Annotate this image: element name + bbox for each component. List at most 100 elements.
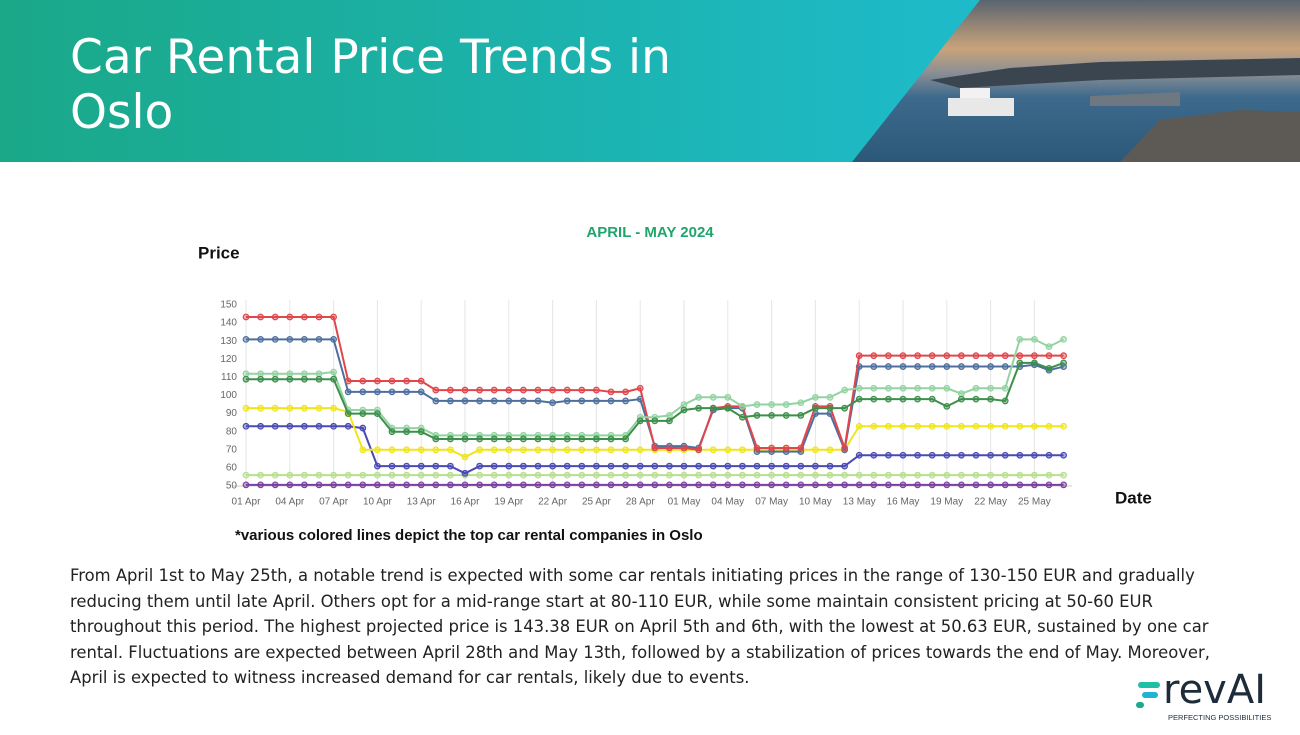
x-tick-label: 13 May bbox=[843, 497, 876, 508]
data-point bbox=[724, 446, 732, 454]
data-point bbox=[388, 462, 396, 470]
data-point bbox=[841, 386, 848, 394]
data-point bbox=[534, 435, 542, 443]
data-point bbox=[476, 435, 484, 443]
title: Car Rental Price Trends in Oslo bbox=[70, 30, 671, 140]
data-point bbox=[987, 471, 994, 479]
data-point bbox=[315, 335, 323, 343]
data-point bbox=[972, 352, 980, 360]
data-point bbox=[695, 393, 702, 401]
data-point bbox=[374, 410, 381, 418]
data-point bbox=[520, 462, 527, 470]
data-point bbox=[870, 451, 878, 459]
data-point bbox=[724, 462, 732, 470]
data-point bbox=[578, 471, 586, 479]
data-point bbox=[768, 481, 775, 489]
data-point bbox=[520, 397, 527, 405]
data-point bbox=[636, 417, 644, 425]
data-point bbox=[271, 404, 279, 412]
data-point bbox=[330, 368, 338, 376]
data-point bbox=[257, 471, 265, 479]
data-point bbox=[315, 422, 323, 430]
data-point bbox=[403, 388, 411, 396]
data-point bbox=[593, 386, 600, 394]
data-point bbox=[520, 446, 527, 454]
ship-top bbox=[960, 88, 990, 98]
data-point bbox=[1001, 363, 1009, 370]
logo-tagline: PERFECTING POSSIBILITIES bbox=[1168, 713, 1271, 722]
data-point bbox=[461, 435, 469, 443]
data-point bbox=[1060, 359, 1067, 367]
data-point bbox=[958, 471, 965, 479]
chart-title: APRIL - MAY 2024 bbox=[586, 224, 714, 241]
data-point bbox=[607, 446, 615, 454]
data-point bbox=[914, 422, 921, 430]
data-point bbox=[432, 481, 440, 489]
data-point bbox=[826, 393, 834, 401]
data-point bbox=[695, 404, 702, 412]
x-tick-label: 10 May bbox=[799, 497, 832, 508]
data-point bbox=[899, 422, 907, 430]
data-point bbox=[403, 471, 411, 479]
data-point bbox=[651, 462, 659, 470]
data-point bbox=[1016, 335, 1024, 343]
data-point bbox=[914, 395, 921, 403]
data-point bbox=[505, 481, 513, 489]
data-point bbox=[330, 422, 338, 430]
data-point bbox=[855, 395, 863, 403]
data-point bbox=[928, 363, 936, 370]
data-point bbox=[622, 446, 629, 454]
x-tick-label: 19 Apr bbox=[494, 497, 524, 508]
data-point bbox=[768, 401, 775, 408]
data-point bbox=[622, 481, 629, 489]
data-point bbox=[505, 471, 513, 479]
data-point bbox=[943, 422, 951, 430]
data-point bbox=[607, 481, 615, 489]
data-point bbox=[709, 393, 717, 401]
description: From April 1st to May 25th, a notable tr… bbox=[70, 566, 1210, 688]
data-point bbox=[636, 481, 644, 489]
data-point bbox=[943, 352, 951, 360]
data-point bbox=[812, 446, 819, 454]
data-point bbox=[855, 471, 863, 479]
data-point bbox=[549, 481, 556, 489]
data-point bbox=[476, 462, 484, 470]
data-point bbox=[359, 410, 367, 418]
data-point bbox=[549, 471, 556, 479]
data-point bbox=[885, 451, 892, 459]
data-point bbox=[622, 388, 629, 396]
data-point bbox=[972, 422, 980, 430]
data-point bbox=[885, 395, 892, 403]
data-point bbox=[651, 417, 659, 425]
y-tick-label: 50 bbox=[226, 481, 238, 492]
data-point bbox=[490, 435, 498, 443]
x-tick-label: 04 Apr bbox=[275, 497, 305, 508]
data-point bbox=[666, 417, 673, 425]
data-point bbox=[622, 435, 629, 443]
data-point bbox=[1001, 384, 1009, 392]
data-point bbox=[286, 370, 294, 378]
data-point bbox=[1060, 335, 1067, 343]
data-point bbox=[782, 401, 790, 408]
data-point bbox=[330, 313, 338, 321]
x-tick-label: 01 Apr bbox=[232, 497, 262, 508]
data-point bbox=[841, 481, 848, 489]
data-point bbox=[943, 481, 951, 489]
data-point bbox=[928, 471, 936, 479]
data-point bbox=[374, 388, 381, 396]
data-point bbox=[563, 471, 571, 479]
data-point bbox=[534, 481, 542, 489]
data-point bbox=[578, 462, 586, 470]
y-tick-label: 130 bbox=[220, 336, 237, 347]
data-point bbox=[330, 375, 338, 383]
data-point bbox=[782, 481, 790, 489]
data-point bbox=[782, 471, 790, 479]
data-point bbox=[972, 481, 980, 489]
x-tick-label: 19 May bbox=[930, 497, 963, 508]
data-point bbox=[1016, 471, 1024, 479]
data-point bbox=[490, 446, 498, 454]
data-point bbox=[709, 471, 717, 479]
data-point bbox=[753, 401, 761, 408]
data-point bbox=[753, 481, 761, 489]
data-point bbox=[972, 451, 980, 459]
